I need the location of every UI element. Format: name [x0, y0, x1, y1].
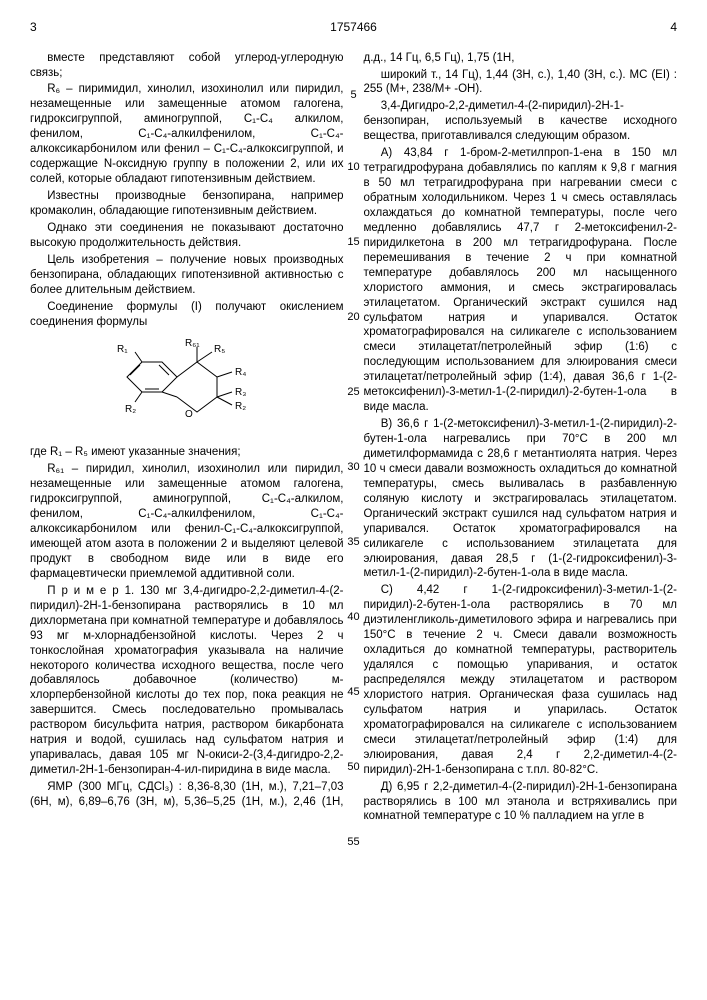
page-num-right: 4: [670, 20, 677, 36]
para: 3,4-Дигидро-2,2-диметил-4-(2-пиридил)-2Н…: [364, 99, 678, 144]
line-number: 25: [347, 385, 359, 399]
line-number: 10: [347, 160, 359, 174]
formula-label-r4: R₄: [235, 367, 246, 378]
line-number: 30: [347, 460, 359, 474]
formula-label-o: O: [185, 409, 193, 420]
para: А) 43,84 г 1-бром-2-метилпроп-1-ена в 15…: [364, 146, 678, 415]
page-num-left: 3: [30, 20, 37, 36]
line-number: 35: [347, 535, 359, 549]
formula-label-r2: R₂: [235, 401, 246, 412]
line-number: 45: [347, 685, 359, 699]
para: Д) 6,95 г 2,2-диметил-4-(2-пиридил)-2Н-1…: [364, 780, 678, 825]
formula-label-r3: R₃: [235, 387, 246, 398]
para: П р и м е р 1. 130 мг 3,4-дигидро-2,2-ди…: [30, 584, 344, 778]
page: 3 1757466 4 5 10 15 20 25 30 35 40 45 50…: [30, 20, 677, 824]
line-number: 5: [350, 88, 356, 102]
para: где R₁ – R₅ имеют указанные значения;: [30, 445, 344, 460]
line-number: 15: [347, 235, 359, 249]
para: широкий т., 14 Гц), 1,44 (3Н, с.), 1,40 …: [364, 68, 678, 98]
para: R₆₁ – пиридил, хинолил, изохинолил или п…: [30, 462, 344, 582]
formula-label-r61: R₆₁: [185, 338, 200, 349]
para: вместе представляют собой углерод-углеро…: [30, 51, 344, 81]
line-number: 20: [347, 310, 359, 324]
chemical-formula: R₁ R₆₁ R₅ R₄ R₃ R₂ O R₂: [30, 337, 344, 437]
line-number: 50: [347, 760, 359, 774]
formula-label-r1: R₁: [117, 344, 128, 355]
para: Соединение формулы (I) получают окислени…: [30, 300, 344, 330]
formula-label-r2b: R₂: [125, 404, 136, 415]
para: Цель изобретения – получение новых произ…: [30, 253, 344, 298]
page-header: 3 1757466 4: [30, 20, 677, 36]
para: В) 36,6 г 1-(2-метоксифенил)-3-метил-1-(…: [364, 417, 678, 581]
para: С) 4,42 г 1-(2-гидроксифенил)-3-метил-1-…: [364, 583, 678, 777]
line-number: 55: [347, 835, 359, 849]
para: R₆ – пиримидил, хинолил, изохинолил или …: [30, 82, 344, 187]
line-number: 40: [347, 610, 359, 624]
para: Однако эти соединения не показывают дост…: [30, 221, 344, 251]
formula-label-r5: R₅: [214, 344, 225, 355]
doc-number: 1757466: [330, 20, 377, 36]
para: Известны производные бензопирана, наприм…: [30, 189, 344, 219]
